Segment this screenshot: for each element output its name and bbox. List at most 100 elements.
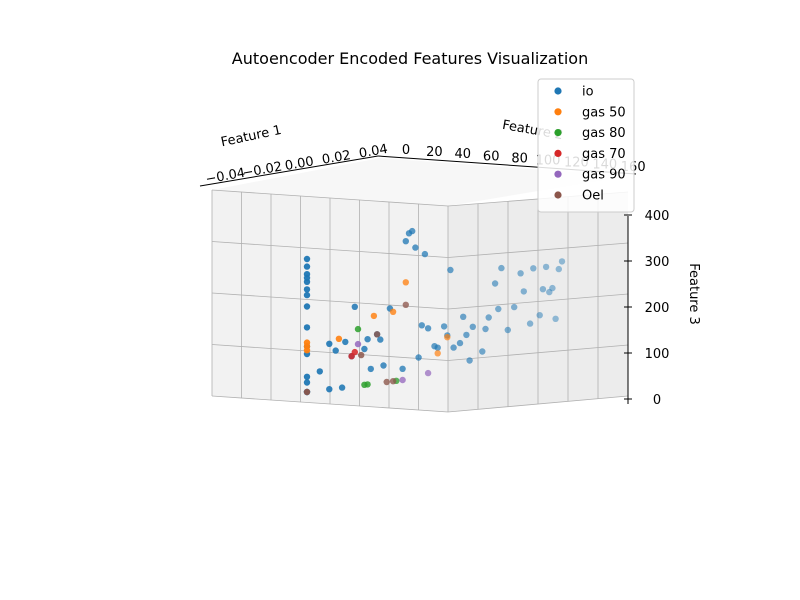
data-point <box>361 345 368 353</box>
data-point <box>424 369 432 377</box>
data-point <box>303 303 311 310</box>
data-point <box>326 386 333 393</box>
data-point <box>332 347 339 354</box>
data-point <box>338 384 346 391</box>
data-point <box>383 378 390 386</box>
data-point <box>482 325 489 333</box>
data-point <box>495 305 502 313</box>
data-point <box>409 227 416 235</box>
data-point <box>418 322 425 329</box>
data-point <box>402 301 409 308</box>
data-point <box>358 351 365 359</box>
data-point <box>460 313 467 320</box>
data-point <box>303 286 311 293</box>
data-point <box>389 308 397 315</box>
data-point <box>303 255 311 263</box>
chart-title: Autoencoder Encoded Features Visualizati… <box>232 49 588 68</box>
data-point <box>463 331 470 339</box>
legend-label: Oel <box>582 189 604 204</box>
data-point <box>364 381 371 388</box>
data-point <box>370 312 378 320</box>
data-point <box>367 365 374 373</box>
data-point <box>342 338 349 346</box>
x-tick-label: 0.04 <box>358 142 389 162</box>
legend-marker <box>554 87 562 95</box>
y-tick-label: 0 <box>402 143 410 158</box>
data-point <box>389 378 397 385</box>
legend-marker <box>554 191 562 199</box>
data-point <box>303 278 311 285</box>
data-point <box>303 388 311 396</box>
x-tick-label: −0.02 <box>241 160 283 182</box>
data-point <box>466 357 473 364</box>
data-point <box>447 266 454 274</box>
x-tick-label: 0.00 <box>284 154 315 174</box>
z-tick-label: 0 <box>653 393 661 408</box>
data-point <box>536 312 543 319</box>
z-axis-label: Feature 3 <box>686 263 701 325</box>
data-point <box>546 288 553 296</box>
z-tick-label: 100 <box>645 347 670 362</box>
data-points <box>303 227 566 396</box>
x-tick-label: 0.02 <box>321 148 352 168</box>
data-point <box>303 347 311 354</box>
data-point <box>402 238 409 245</box>
y-tick-label: 80 <box>511 151 528 166</box>
data-point <box>558 258 566 265</box>
legend-label: gas 70 <box>582 147 626 162</box>
data-point <box>316 368 323 375</box>
data-point <box>491 280 499 287</box>
data-point <box>399 365 406 372</box>
data-point <box>354 340 362 348</box>
x-tick-label: −0.04 <box>204 166 246 188</box>
data-point <box>351 348 358 356</box>
data-point <box>511 303 518 311</box>
data-point <box>517 270 524 277</box>
data-point <box>351 303 358 310</box>
data-point <box>424 325 432 332</box>
data-point <box>444 334 451 341</box>
legend-label: gas 90 <box>582 168 626 183</box>
data-point <box>479 348 486 355</box>
legend-marker <box>554 129 562 137</box>
data-point <box>303 291 311 299</box>
data-point <box>421 250 429 258</box>
data-point <box>549 284 556 292</box>
data-point <box>335 335 343 342</box>
legend-marker <box>554 149 562 157</box>
data-point <box>364 336 371 343</box>
grid-lines <box>211 189 629 413</box>
data-point <box>530 265 537 272</box>
data-point <box>485 314 492 321</box>
data-point <box>434 350 441 357</box>
data-point <box>412 244 419 251</box>
data-point <box>434 344 441 351</box>
z-tick-label: 300 <box>645 255 670 270</box>
pane-top <box>212 158 628 206</box>
data-point <box>456 339 464 347</box>
data-point <box>415 354 422 361</box>
data-point <box>555 265 562 273</box>
data-point <box>542 263 550 271</box>
data-point <box>440 323 448 330</box>
x-axis-line <box>199 155 379 187</box>
data-point <box>373 331 381 338</box>
data-point <box>498 264 505 272</box>
legend-marker <box>554 108 562 116</box>
z-tick-label: 200 <box>645 301 670 316</box>
data-point <box>303 373 311 380</box>
data-point <box>354 325 362 333</box>
legend-label: gas 50 <box>582 105 626 120</box>
data-point <box>526 320 534 327</box>
legend-marker <box>554 170 562 178</box>
data-point <box>303 324 311 331</box>
data-point <box>402 279 409 286</box>
legend: io gas 50 gas 80 gas 70 gas 90 Oel <box>537 78 635 213</box>
data-point <box>326 340 333 347</box>
data-point <box>380 362 387 369</box>
data-point <box>539 286 547 293</box>
y-tick-label: 20 <box>426 145 443 160</box>
legend-label: io <box>582 85 594 100</box>
legend-label: gas 80 <box>582 126 626 141</box>
